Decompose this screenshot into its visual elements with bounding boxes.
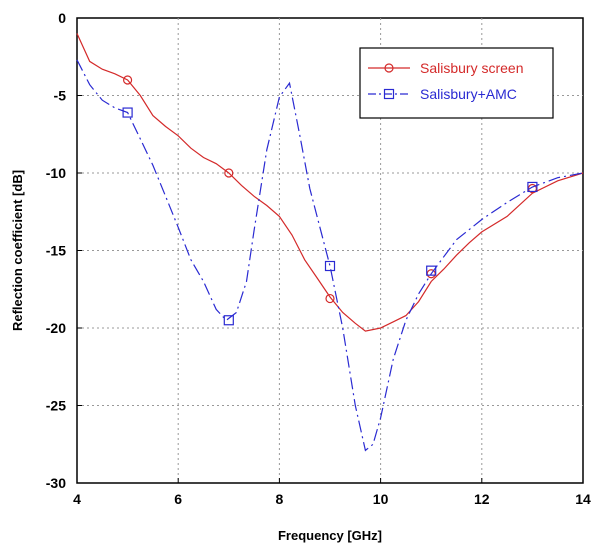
legend-entry-salisbury-screen: Salisbury screen: [420, 60, 524, 76]
series-layer: [76, 33, 584, 452]
series-marker-salisbury-screen: [325, 293, 335, 304]
y-axis-ticks: 0 -5 -10 -15 -20 -25 -30: [46, 10, 82, 491]
legend-marker-salisbury-amc: [383, 88, 395, 100]
series-marker-salisbury-amc: [527, 181, 538, 193]
legend: Salisbury screen Salisbury+AMC: [359, 47, 554, 119]
x-tick-label: 8: [276, 491, 284, 507]
x-axis-ticks: 4 6 8 10 12 14: [73, 478, 591, 507]
y-tick-label: -25: [46, 398, 66, 414]
y-tick-label: 0: [58, 10, 66, 26]
legend-entry-salisbury-amc: Salisbury+AMC: [420, 86, 517, 102]
series-marker-salisbury-amc: [426, 265, 437, 276]
y-tick-label: -20: [46, 320, 66, 336]
series-marker-salisbury-amc: [122, 107, 133, 118]
series-marker-salisbury-screen: [122, 75, 133, 85]
x-tick-label: 10: [373, 491, 389, 507]
x-tick-label: 4: [73, 491, 81, 507]
x-axis-title: Frequency [GHz]: [278, 528, 382, 543]
legend-marker-salisbury-screen: [384, 63, 394, 73]
x-tick-label: 14: [575, 491, 591, 507]
y-tick-label: -15: [46, 243, 66, 259]
legend-box: [359, 47, 554, 119]
series-line-salisbury-screen: [76, 33, 584, 332]
series-marker-salisbury-screen: [224, 168, 234, 178]
x-tick-label: 12: [474, 491, 490, 507]
series-marker-salisbury-amc: [223, 315, 234, 326]
x-tick-label: 6: [174, 491, 182, 507]
y-tick-label: -30: [46, 475, 66, 491]
series-salisbury-amc: [76, 59, 584, 452]
y-tick-label: -5: [54, 88, 67, 104]
y-tick-label: -10: [46, 165, 66, 181]
y-axis-title: Reflection coefficient [dB]: [10, 170, 25, 331]
series-marker-salisbury-amc: [324, 260, 336, 272]
